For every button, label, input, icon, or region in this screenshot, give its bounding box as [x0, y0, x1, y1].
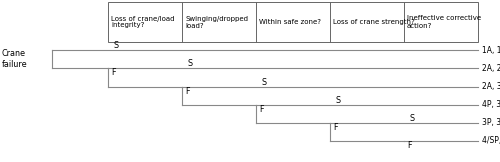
- Text: 2A, 3E: 2A, 3E: [482, 82, 500, 92]
- Text: 4P, 3A, 3E: 4P, 3A, 3E: [482, 100, 500, 110]
- Text: 4/SP, 5A: 4/SP, 5A: [482, 137, 500, 145]
- Text: S: S: [261, 78, 266, 87]
- Text: 2A, 2E: 2A, 2E: [482, 64, 500, 73]
- Text: Ineffective corrective
action?: Ineffective corrective action?: [407, 16, 481, 29]
- Text: Crane
failure: Crane failure: [2, 49, 28, 69]
- Text: F: F: [259, 105, 264, 114]
- Text: Loss of crane strength?: Loss of crane strength?: [333, 19, 415, 25]
- Text: F: F: [407, 141, 412, 150]
- Text: F: F: [333, 123, 338, 132]
- Text: Swinging/dropped
load?: Swinging/dropped load?: [185, 16, 248, 29]
- Text: S: S: [187, 59, 192, 68]
- Text: F: F: [111, 68, 116, 77]
- Text: S: S: [335, 96, 340, 105]
- Text: 3P, 3A. 4E: 3P, 3A. 4E: [482, 118, 500, 127]
- Text: 1A, 1E: 1A, 1E: [482, 46, 500, 54]
- Bar: [108, 2, 478, 42]
- Text: S: S: [409, 114, 414, 123]
- Text: Within safe zone?: Within safe zone?: [259, 19, 321, 25]
- Text: S: S: [113, 41, 118, 50]
- Text: Loss of crane/load
integrity?: Loss of crane/load integrity?: [111, 16, 174, 29]
- Text: F: F: [185, 87, 190, 96]
